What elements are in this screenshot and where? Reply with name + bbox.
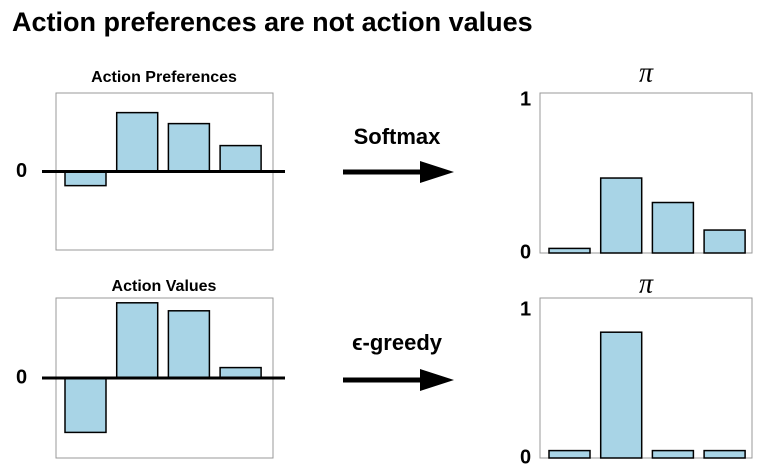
bar bbox=[548, 247, 591, 254]
y-tick-label: 1 bbox=[520, 298, 531, 320]
arrow-head bbox=[420, 369, 454, 391]
bar bbox=[599, 177, 643, 254]
bar bbox=[651, 201, 695, 254]
bar bbox=[219, 366, 262, 379]
chart-title: Action Values bbox=[112, 278, 217, 295]
y-tick-label: 0 bbox=[520, 446, 531, 465]
y-tick-label: 1 bbox=[520, 88, 531, 110]
bar bbox=[219, 144, 262, 173]
plot-frame bbox=[539, 92, 753, 254]
bar bbox=[548, 449, 591, 459]
bar bbox=[115, 111, 159, 173]
arrow bbox=[343, 369, 454, 391]
bar bbox=[64, 377, 107, 434]
bar bbox=[703, 449, 746, 459]
bar bbox=[167, 310, 211, 379]
plot-frame bbox=[539, 297, 753, 459]
bar bbox=[651, 449, 695, 459]
bar bbox=[599, 331, 643, 459]
chart-title: π bbox=[639, 268, 654, 299]
arrow-label: ϵ-greedy bbox=[352, 330, 443, 355]
y-tick-label: 0 bbox=[520, 241, 531, 263]
bar bbox=[115, 302, 159, 379]
slide-title: Action preferences are not action values bbox=[12, 7, 533, 37]
y-tick-label: 0 bbox=[16, 366, 27, 388]
bar bbox=[703, 229, 746, 254]
arrow bbox=[343, 161, 454, 183]
chart-title: Action Preferences bbox=[91, 69, 237, 86]
chart-title: π bbox=[639, 57, 654, 88]
arrow-head bbox=[420, 161, 454, 183]
bar bbox=[167, 122, 211, 173]
arrow-label: Softmax bbox=[354, 124, 442, 149]
y-tick-label: 0 bbox=[16, 160, 27, 182]
bar bbox=[64, 170, 107, 187]
